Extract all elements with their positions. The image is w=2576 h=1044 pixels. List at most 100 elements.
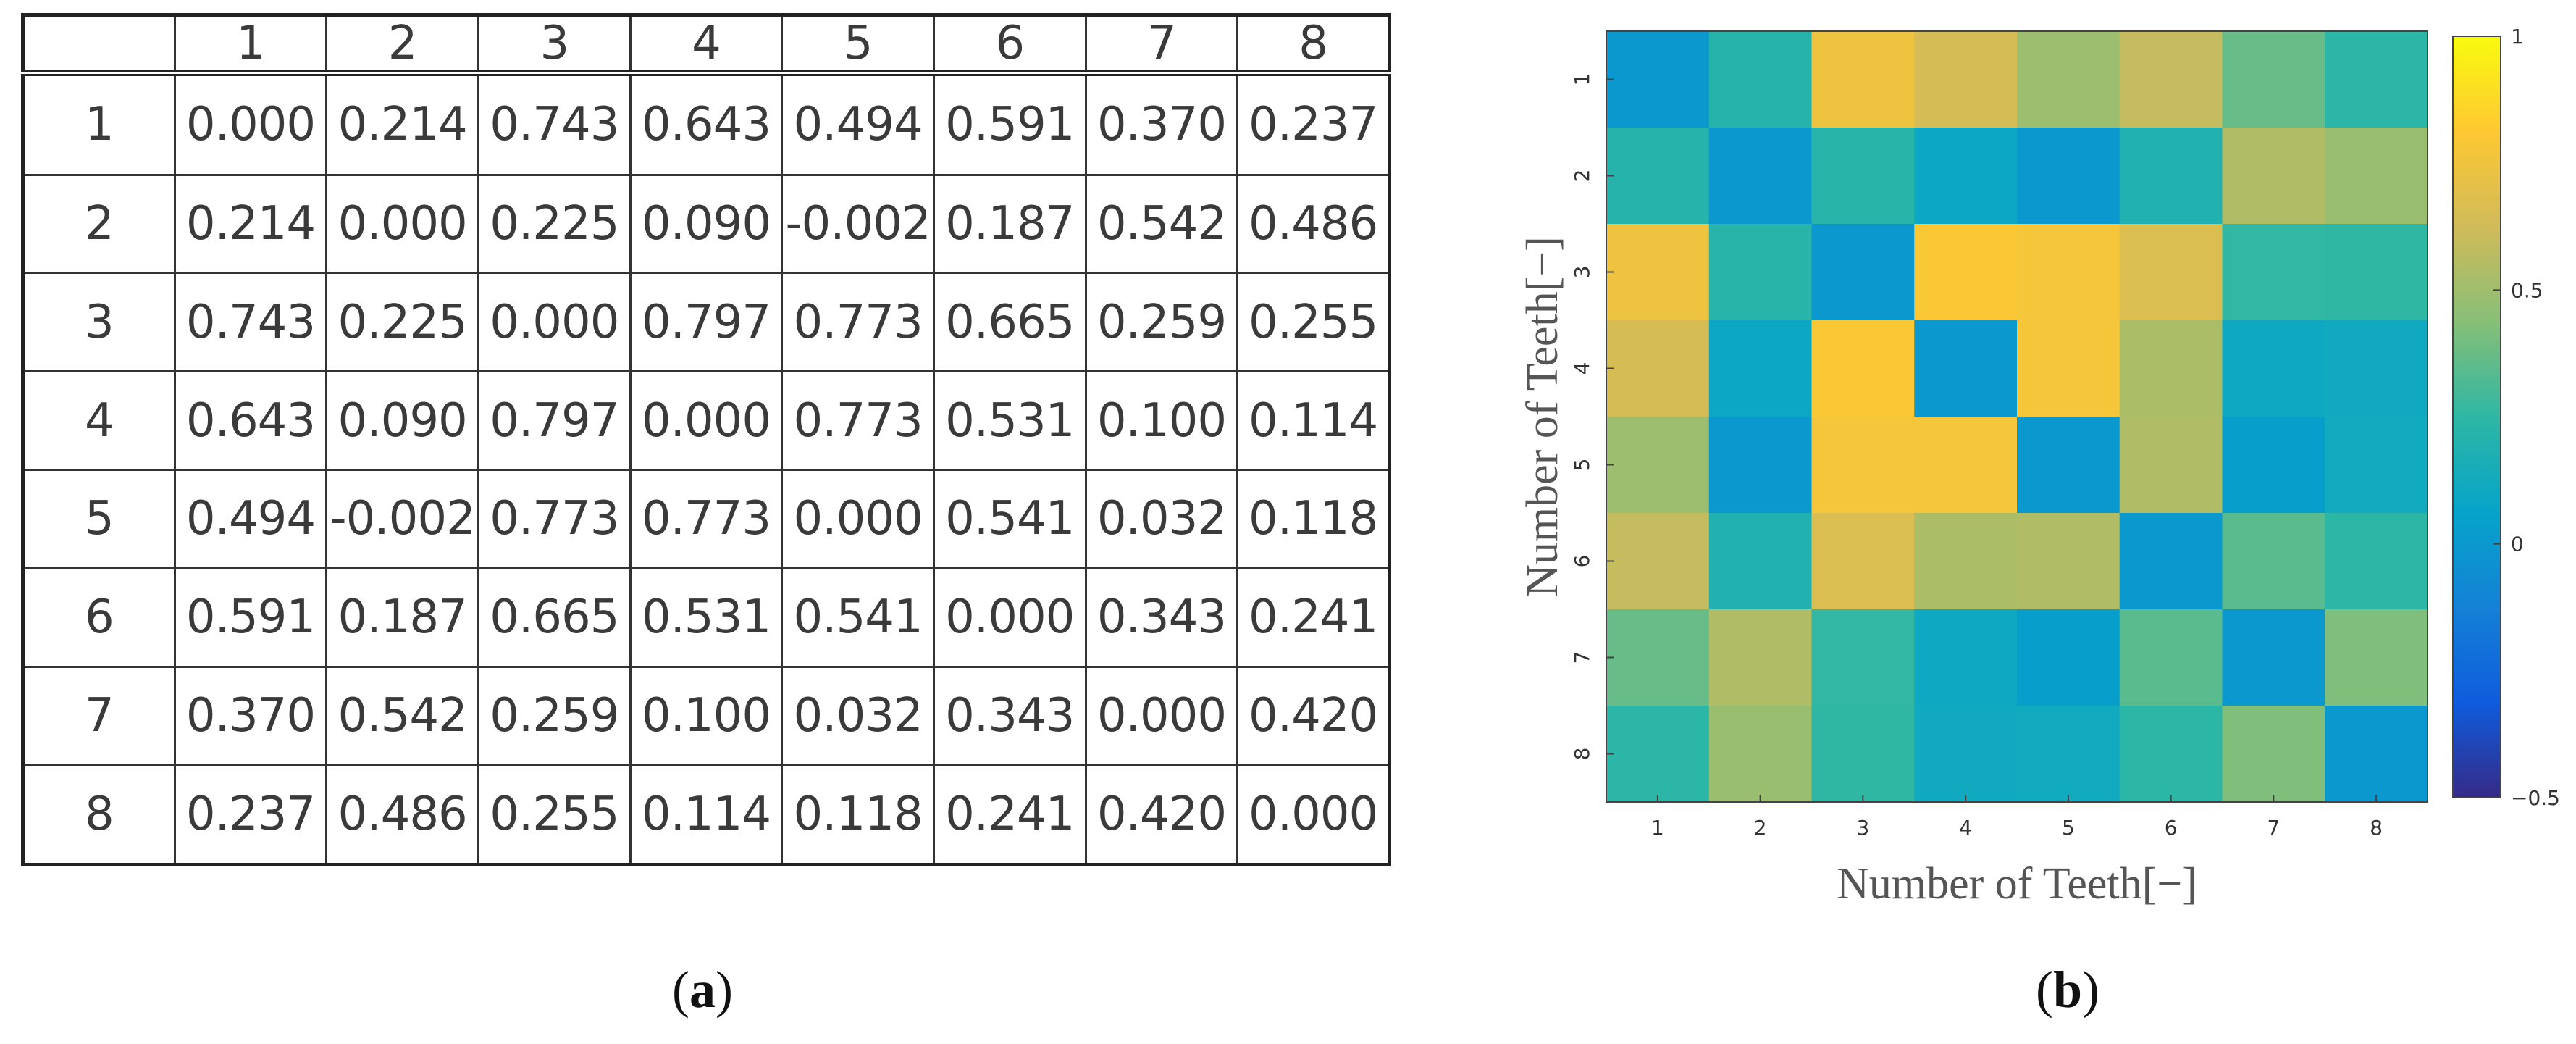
heatmap-cell <box>1708 128 1812 225</box>
heatmap-cell <box>2325 609 2428 706</box>
table-row: 5 0.494 -0.002 0.773 0.773 0.000 0.541 0.032 0.1… <box>22 469 1390 569</box>
colorbar-tick-label: 1 <box>2511 25 2524 49</box>
colorbar-tick-label: −0.5 <box>2511 786 2560 810</box>
heatmap-cell <box>2222 31 2325 128</box>
table-cell: -0.002 <box>781 173 935 275</box>
heatmap-cell <box>2017 417 2120 514</box>
table-cell: 0.187 <box>325 567 479 668</box>
table-cell: 0.486 <box>1236 173 1390 275</box>
heatmap-cell <box>1914 224 2018 321</box>
table-cell: 0.531 <box>932 370 1087 472</box>
heatmap-cell <box>1811 417 1915 514</box>
table-row: 8 0.237 0.486 0.255 0.114 0.118 0.241 0.420 0.00… <box>22 764 1390 866</box>
heatmap-cell <box>1811 609 1915 706</box>
heatmap-cell <box>2017 706 2120 803</box>
heatmap-cell <box>2222 706 2325 803</box>
table-cell: 0.773 <box>781 272 935 373</box>
table-cell: 0.541 <box>781 567 935 668</box>
table-row-header: 7 <box>22 665 176 767</box>
heatmap-cell <box>1811 224 1915 321</box>
heatmap-cell <box>1708 609 1812 706</box>
heatmap-cell <box>2119 224 2223 321</box>
table-cell: 0.542 <box>325 665 479 767</box>
table-row: 4 0.643 0.090 0.797 0.000 0.773 0.531 0.100 0.11… <box>22 370 1390 472</box>
caption-b-letter: b <box>2052 961 2083 1019</box>
table-cell: 0.541 <box>932 469 1087 569</box>
x-tick-label: 7 <box>2267 816 2280 840</box>
heatmap-cell <box>1811 706 1915 803</box>
table-cell: 0.643 <box>173 370 328 472</box>
x-tick-label: 8 <box>2370 816 2383 840</box>
table-cell: 0.000 <box>477 272 632 373</box>
table-row: 7 0.370 0.542 0.259 0.100 0.032 0.343 0.000 0.42… <box>22 665 1390 767</box>
heatmap-cell <box>2325 320 2428 417</box>
table-cell: 0.494 <box>173 469 328 569</box>
table-cell: 0.420 <box>1084 764 1239 866</box>
table-cell: 0.591 <box>173 567 328 668</box>
y-tick-label: 2 <box>1570 170 1594 183</box>
table-cell: 0.255 <box>477 764 632 866</box>
heatmap-cell <box>1811 513 1915 610</box>
heatmap-cell <box>1606 513 1710 610</box>
heatmap-cell <box>1914 513 2018 610</box>
table-cell: 0.237 <box>1236 72 1390 176</box>
table-cell: 0.032 <box>781 665 935 767</box>
heatmap-cell <box>1708 513 1812 610</box>
table-cell: 0.000 <box>173 72 328 176</box>
y-tick-label: 7 <box>1570 651 1594 664</box>
x-tick-label: 3 <box>1856 816 1869 840</box>
heatmap-cell <box>2017 224 2120 321</box>
table-row-header: 2 <box>22 173 176 275</box>
y-tick-label: 4 <box>1570 362 1594 375</box>
table-row-header: 5 <box>22 469 176 569</box>
table-cell: 0.214 <box>173 173 328 275</box>
heatmap-cell <box>2325 31 2428 128</box>
table-col-header: 4 <box>629 14 784 76</box>
y-tick-label: 8 <box>1570 748 1594 761</box>
heatmap-cell <box>2222 320 2325 417</box>
table-row-header: 4 <box>22 370 176 472</box>
heatmap-cell <box>2119 31 2223 128</box>
heatmap-cell <box>1606 128 1710 225</box>
heatmap-cell <box>1811 128 1915 225</box>
table-cell: 0.100 <box>629 665 784 767</box>
plot-frame <box>1606 30 2428 803</box>
table-cell: 0.486 <box>325 764 479 866</box>
heatmap-cell <box>1606 417 1710 514</box>
heatmap-cell <box>2119 609 2223 706</box>
table-cell: 0.797 <box>477 370 632 472</box>
heatmap-cell <box>1708 320 1812 417</box>
table-col-header: 1 <box>173 14 328 76</box>
y-tick-label: 3 <box>1570 266 1594 279</box>
table-header-row: 1 2 3 4 5 6 7 8 <box>22 14 1390 76</box>
colorbar-tick-label: 0 <box>2511 533 2524 556</box>
x-tick-label: 6 <box>2165 816 2178 840</box>
table-cell: 0.090 <box>325 370 479 472</box>
caption-b: (b) <box>1995 960 2140 1020</box>
table-cell: 0.114 <box>1236 370 1390 472</box>
y-tick-label: 1 <box>1570 73 1594 86</box>
heatmap-cell <box>2325 128 2428 225</box>
table-cell: 0.542 <box>1084 173 1239 275</box>
heatmap-cell <box>1708 224 1812 321</box>
table-col-header: 5 <box>781 14 935 76</box>
heatmap-cell <box>2325 417 2428 514</box>
caption-a-open: ( <box>672 961 689 1019</box>
heatmap-cell <box>1811 31 1915 128</box>
heatmap-cell <box>1708 706 1812 803</box>
x-tick-label: 1 <box>1651 816 1664 840</box>
table-cell: 0.225 <box>325 272 479 373</box>
table-cell: 0.100 <box>1084 370 1239 472</box>
heatmap-cell <box>1811 320 1915 417</box>
caption-b-close: ) <box>2082 961 2099 1019</box>
table-cell: 0.000 <box>781 469 935 569</box>
table-row: 3 0.743 0.225 0.000 0.797 0.773 0.665 0.259 0.25… <box>22 272 1390 373</box>
table-col-header: 6 <box>932 14 1087 76</box>
table-cell: 0.494 <box>781 72 935 176</box>
heatmap-cell <box>1914 320 2018 417</box>
heatmap-cell <box>1914 609 2018 706</box>
table-cell: 0.643 <box>629 72 784 176</box>
table-cell: 0.000 <box>629 370 784 472</box>
table-cell: 0.773 <box>477 469 632 569</box>
